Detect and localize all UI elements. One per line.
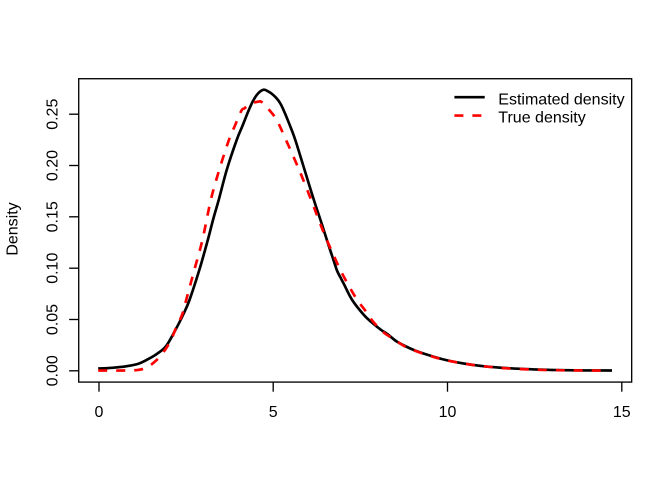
svg-text:10: 10: [439, 404, 457, 421]
svg-text:0.15: 0.15: [44, 201, 61, 232]
svg-text:True density: True density: [498, 110, 585, 127]
svg-text:0.20: 0.20: [44, 150, 61, 181]
svg-text:5: 5: [269, 404, 278, 421]
svg-text:0.25: 0.25: [44, 99, 61, 130]
svg-text:0.00: 0.00: [44, 355, 61, 386]
svg-text:Density: Density: [4, 202, 21, 255]
svg-text:0.10: 0.10: [44, 253, 61, 284]
svg-text:Estimated density: Estimated density: [498, 91, 624, 108]
svg-text:15: 15: [613, 404, 631, 421]
svg-text:0.05: 0.05: [44, 304, 61, 335]
svg-text:0: 0: [95, 404, 104, 421]
